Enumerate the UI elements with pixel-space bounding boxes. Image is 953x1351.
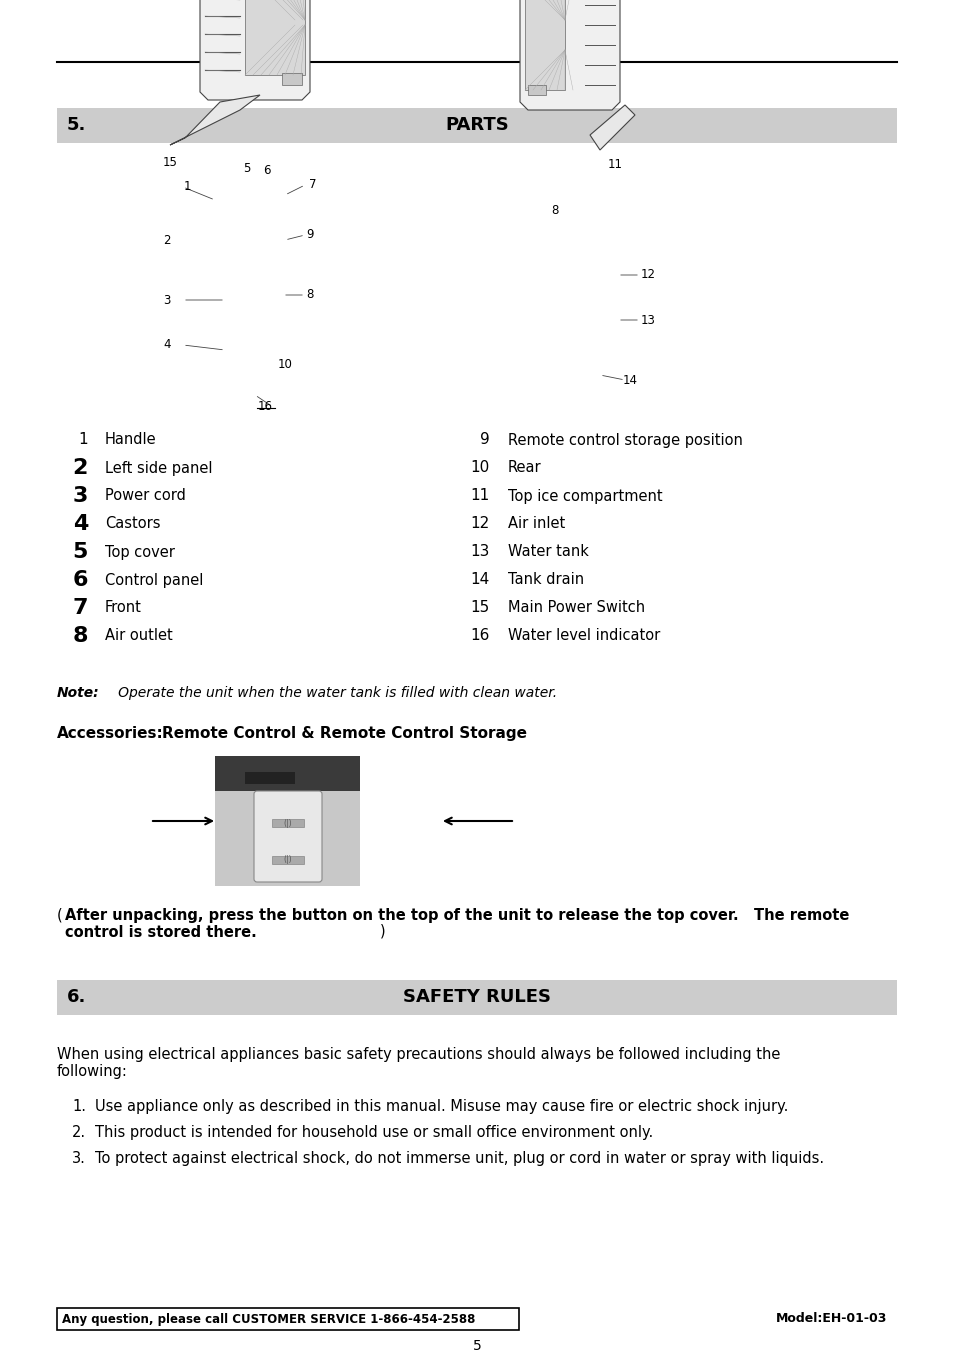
Text: 9: 9 xyxy=(306,228,314,242)
Text: 6: 6 xyxy=(263,163,271,177)
Text: 14: 14 xyxy=(470,573,490,588)
Bar xyxy=(57,979,896,1015)
Text: (|): (|) xyxy=(283,819,292,828)
Text: Left side panel: Left side panel xyxy=(105,461,213,476)
Text: 4: 4 xyxy=(163,339,171,351)
Text: Remote control storage position: Remote control storage position xyxy=(507,432,742,447)
Bar xyxy=(527,85,545,95)
Text: Rear: Rear xyxy=(507,461,541,476)
Bar xyxy=(272,857,304,865)
Text: 10: 10 xyxy=(470,461,490,476)
Text: 1: 1 xyxy=(78,432,88,447)
Polygon shape xyxy=(589,105,635,150)
Text: Note:: Note: xyxy=(57,686,99,700)
Bar xyxy=(214,757,359,886)
Text: 6: 6 xyxy=(72,570,88,590)
Text: ): ) xyxy=(379,924,385,939)
Bar xyxy=(272,819,304,827)
Text: Use appliance only as described in this manual. Misuse may cause fire or electri: Use appliance only as described in this … xyxy=(95,1098,787,1115)
Text: 9: 9 xyxy=(479,432,490,447)
Text: 13: 13 xyxy=(470,544,490,559)
Text: Air outlet: Air outlet xyxy=(105,628,172,643)
Text: 3: 3 xyxy=(72,486,88,507)
Text: 8: 8 xyxy=(72,626,88,646)
Text: SAFETY RULES: SAFETY RULES xyxy=(402,989,551,1006)
Polygon shape xyxy=(519,0,619,109)
Text: 1.: 1. xyxy=(71,1098,86,1115)
Text: 7: 7 xyxy=(309,178,316,192)
Text: Operate the unit when the water tank is filled with clean water.: Operate the unit when the water tank is … xyxy=(105,686,557,700)
Text: Main Power Switch: Main Power Switch xyxy=(507,600,644,616)
Bar xyxy=(282,73,302,85)
Text: 5.: 5. xyxy=(67,116,87,135)
Bar xyxy=(57,108,896,143)
Text: Front: Front xyxy=(105,600,142,616)
Text: When using electrical appliances basic safety precautions should always be follo: When using electrical appliances basic s… xyxy=(57,1047,780,1079)
Text: (: ( xyxy=(57,908,63,923)
Text: Power cord: Power cord xyxy=(105,489,186,504)
Polygon shape xyxy=(170,95,260,145)
Text: 5: 5 xyxy=(243,162,251,174)
Text: 11: 11 xyxy=(470,489,490,504)
Text: 16: 16 xyxy=(470,628,490,643)
Text: Top cover: Top cover xyxy=(105,544,174,559)
Text: 7: 7 xyxy=(72,598,88,617)
Bar xyxy=(524,0,564,91)
Bar xyxy=(245,0,305,76)
Text: To protect against electrical shock, do not immerse unit, plug or cord in water : To protect against electrical shock, do … xyxy=(95,1151,823,1166)
Text: 16: 16 xyxy=(257,400,273,413)
Text: After unpacking, press the button on the top of the unit to release the top cove: After unpacking, press the button on the… xyxy=(65,908,848,940)
Text: Any question, please call CUSTOMER SERVICE 1-866-454-2588: Any question, please call CUSTOMER SERVI… xyxy=(62,1313,475,1325)
Text: 1: 1 xyxy=(183,181,191,193)
Text: 12: 12 xyxy=(470,516,490,531)
Text: 6.: 6. xyxy=(67,989,87,1006)
Text: 10: 10 xyxy=(277,358,293,372)
Text: 3.: 3. xyxy=(71,1151,86,1166)
Text: Castors: Castors xyxy=(105,516,160,531)
Text: Handle: Handle xyxy=(105,432,156,447)
Text: 4: 4 xyxy=(72,513,88,534)
Text: 13: 13 xyxy=(639,313,655,327)
Bar xyxy=(214,757,359,790)
Text: 2: 2 xyxy=(163,234,171,246)
Text: Control panel: Control panel xyxy=(105,573,203,588)
Text: Top ice compartment: Top ice compartment xyxy=(507,489,662,504)
Polygon shape xyxy=(200,0,310,100)
Text: 15: 15 xyxy=(470,600,490,616)
Text: 11: 11 xyxy=(607,158,622,172)
Text: PARTS: PARTS xyxy=(445,116,508,135)
Text: Model:EH-01-03: Model:EH-01-03 xyxy=(775,1313,886,1325)
Bar xyxy=(57,1308,518,1329)
Text: 2: 2 xyxy=(72,458,88,478)
Text: 5: 5 xyxy=(472,1339,481,1351)
Text: 15: 15 xyxy=(162,157,177,169)
Text: 3: 3 xyxy=(163,293,171,307)
Text: 14: 14 xyxy=(622,373,637,386)
Text: 8: 8 xyxy=(551,204,558,216)
Text: 5: 5 xyxy=(72,542,88,562)
Text: 2.: 2. xyxy=(71,1125,86,1140)
Text: Tank drain: Tank drain xyxy=(507,573,583,588)
Text: Water tank: Water tank xyxy=(507,544,588,559)
Text: (|): (|) xyxy=(283,855,292,865)
Bar xyxy=(245,771,294,784)
FancyBboxPatch shape xyxy=(253,790,322,882)
Text: 12: 12 xyxy=(639,269,655,281)
Text: Accessories:: Accessories: xyxy=(57,725,164,740)
Text: Water level indicator: Water level indicator xyxy=(507,628,659,643)
Text: 8: 8 xyxy=(306,289,314,301)
Text: Air inlet: Air inlet xyxy=(507,516,565,531)
Text: Remote Control & Remote Control Storage: Remote Control & Remote Control Storage xyxy=(162,725,526,740)
Text: This product is intended for household use or small office environment only.: This product is intended for household u… xyxy=(95,1125,653,1140)
